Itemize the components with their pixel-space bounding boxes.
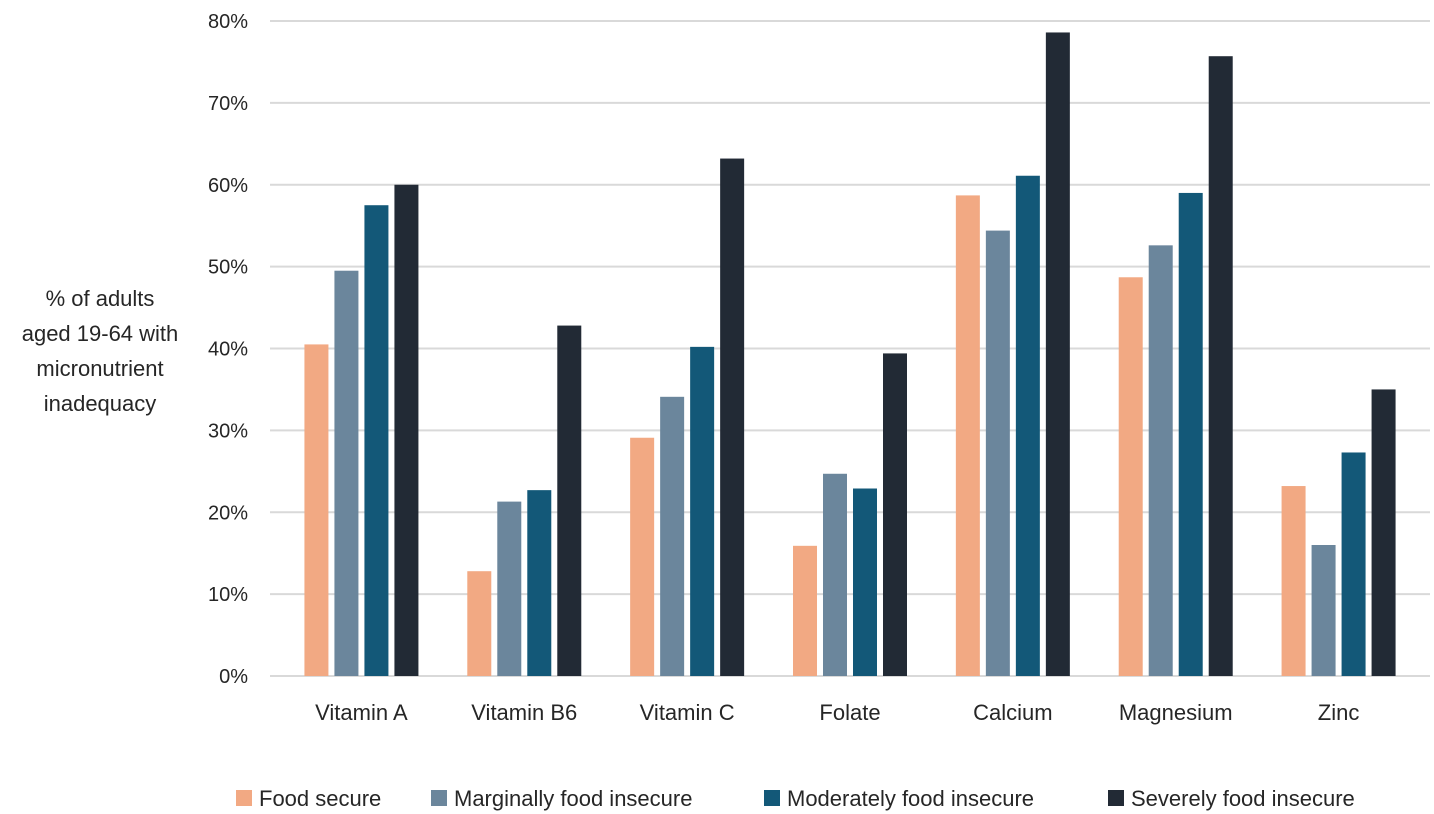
bar (793, 545, 817, 676)
bar (1118, 277, 1143, 676)
bar (467, 571, 492, 676)
bar (497, 501, 522, 676)
bar (690, 346, 715, 676)
bar (1178, 192, 1203, 676)
bar (985, 230, 1010, 676)
bar (853, 488, 877, 676)
legend: Food secure Marginally food insecure Moder… (236, 786, 1355, 811)
bar (823, 473, 847, 676)
bar (1015, 175, 1040, 676)
bar (334, 270, 359, 676)
y-axis-ticks: 0% 10% 20% 30% 40% 50% 60% 70% 80% (208, 11, 248, 688)
legend-label: Severely food insecure (1131, 786, 1355, 811)
legend-swatch (431, 790, 447, 806)
y-axis-label-line: inadequacy (44, 391, 157, 416)
x-category-label: Vitamin B6 (471, 700, 577, 725)
x-axis-categories: Vitamin A Vitamin B6 Vitamin C Folate Calciu… (315, 700, 1359, 725)
y-tick-label: 80% (208, 11, 248, 33)
bar (660, 396, 685, 676)
y-axis-label-line: micronutrient (36, 356, 163, 381)
bar (955, 195, 980, 677)
x-category-label: Magnesium (1119, 700, 1233, 725)
gridlines (270, 20, 1430, 677)
bar (1371, 389, 1396, 676)
x-category-label: Folate (819, 700, 880, 725)
x-category-label: Vitamin C (640, 700, 735, 725)
y-tick-label: 20% (208, 502, 248, 524)
y-axis-label-line: % of adults (46, 286, 155, 311)
legend-swatch (236, 790, 252, 806)
bar (394, 184, 419, 676)
y-tick-label: 60% (208, 175, 248, 197)
bar (364, 205, 389, 676)
bar (720, 158, 745, 677)
bar (1281, 486, 1306, 676)
y-tick-label: 10% (208, 584, 248, 606)
bar (883, 353, 907, 676)
bar (1341, 452, 1366, 676)
x-category-label: Zinc (1318, 700, 1360, 725)
legend-label: Moderately food insecure (787, 786, 1034, 811)
y-tick-label: 70% (208, 93, 248, 115)
bar (1311, 545, 1336, 676)
legend-label: Marginally food insecure (454, 786, 692, 811)
legend-swatch (1108, 790, 1124, 806)
bar (557, 325, 582, 676)
bar (1148, 245, 1173, 676)
y-axis-label-line: aged 19-64 with (22, 321, 179, 346)
bars (304, 32, 1396, 677)
y-tick-label: 50% (208, 257, 248, 279)
y-tick-label: 40% (208, 339, 248, 361)
bar (1208, 56, 1233, 677)
y-tick-label: 30% (208, 420, 248, 442)
bar (630, 437, 655, 676)
y-axis-label: % of adults aged 19-64 with micronutrient i… (22, 286, 179, 416)
bar (304, 344, 329, 676)
bar (527, 490, 552, 676)
legend-swatch (764, 790, 780, 806)
x-category-label: Calcium (973, 700, 1052, 725)
x-category-label: Vitamin A (315, 700, 408, 725)
bar (1045, 32, 1070, 676)
legend-label: Food secure (259, 786, 381, 811)
y-tick-label: 0% (219, 666, 248, 688)
